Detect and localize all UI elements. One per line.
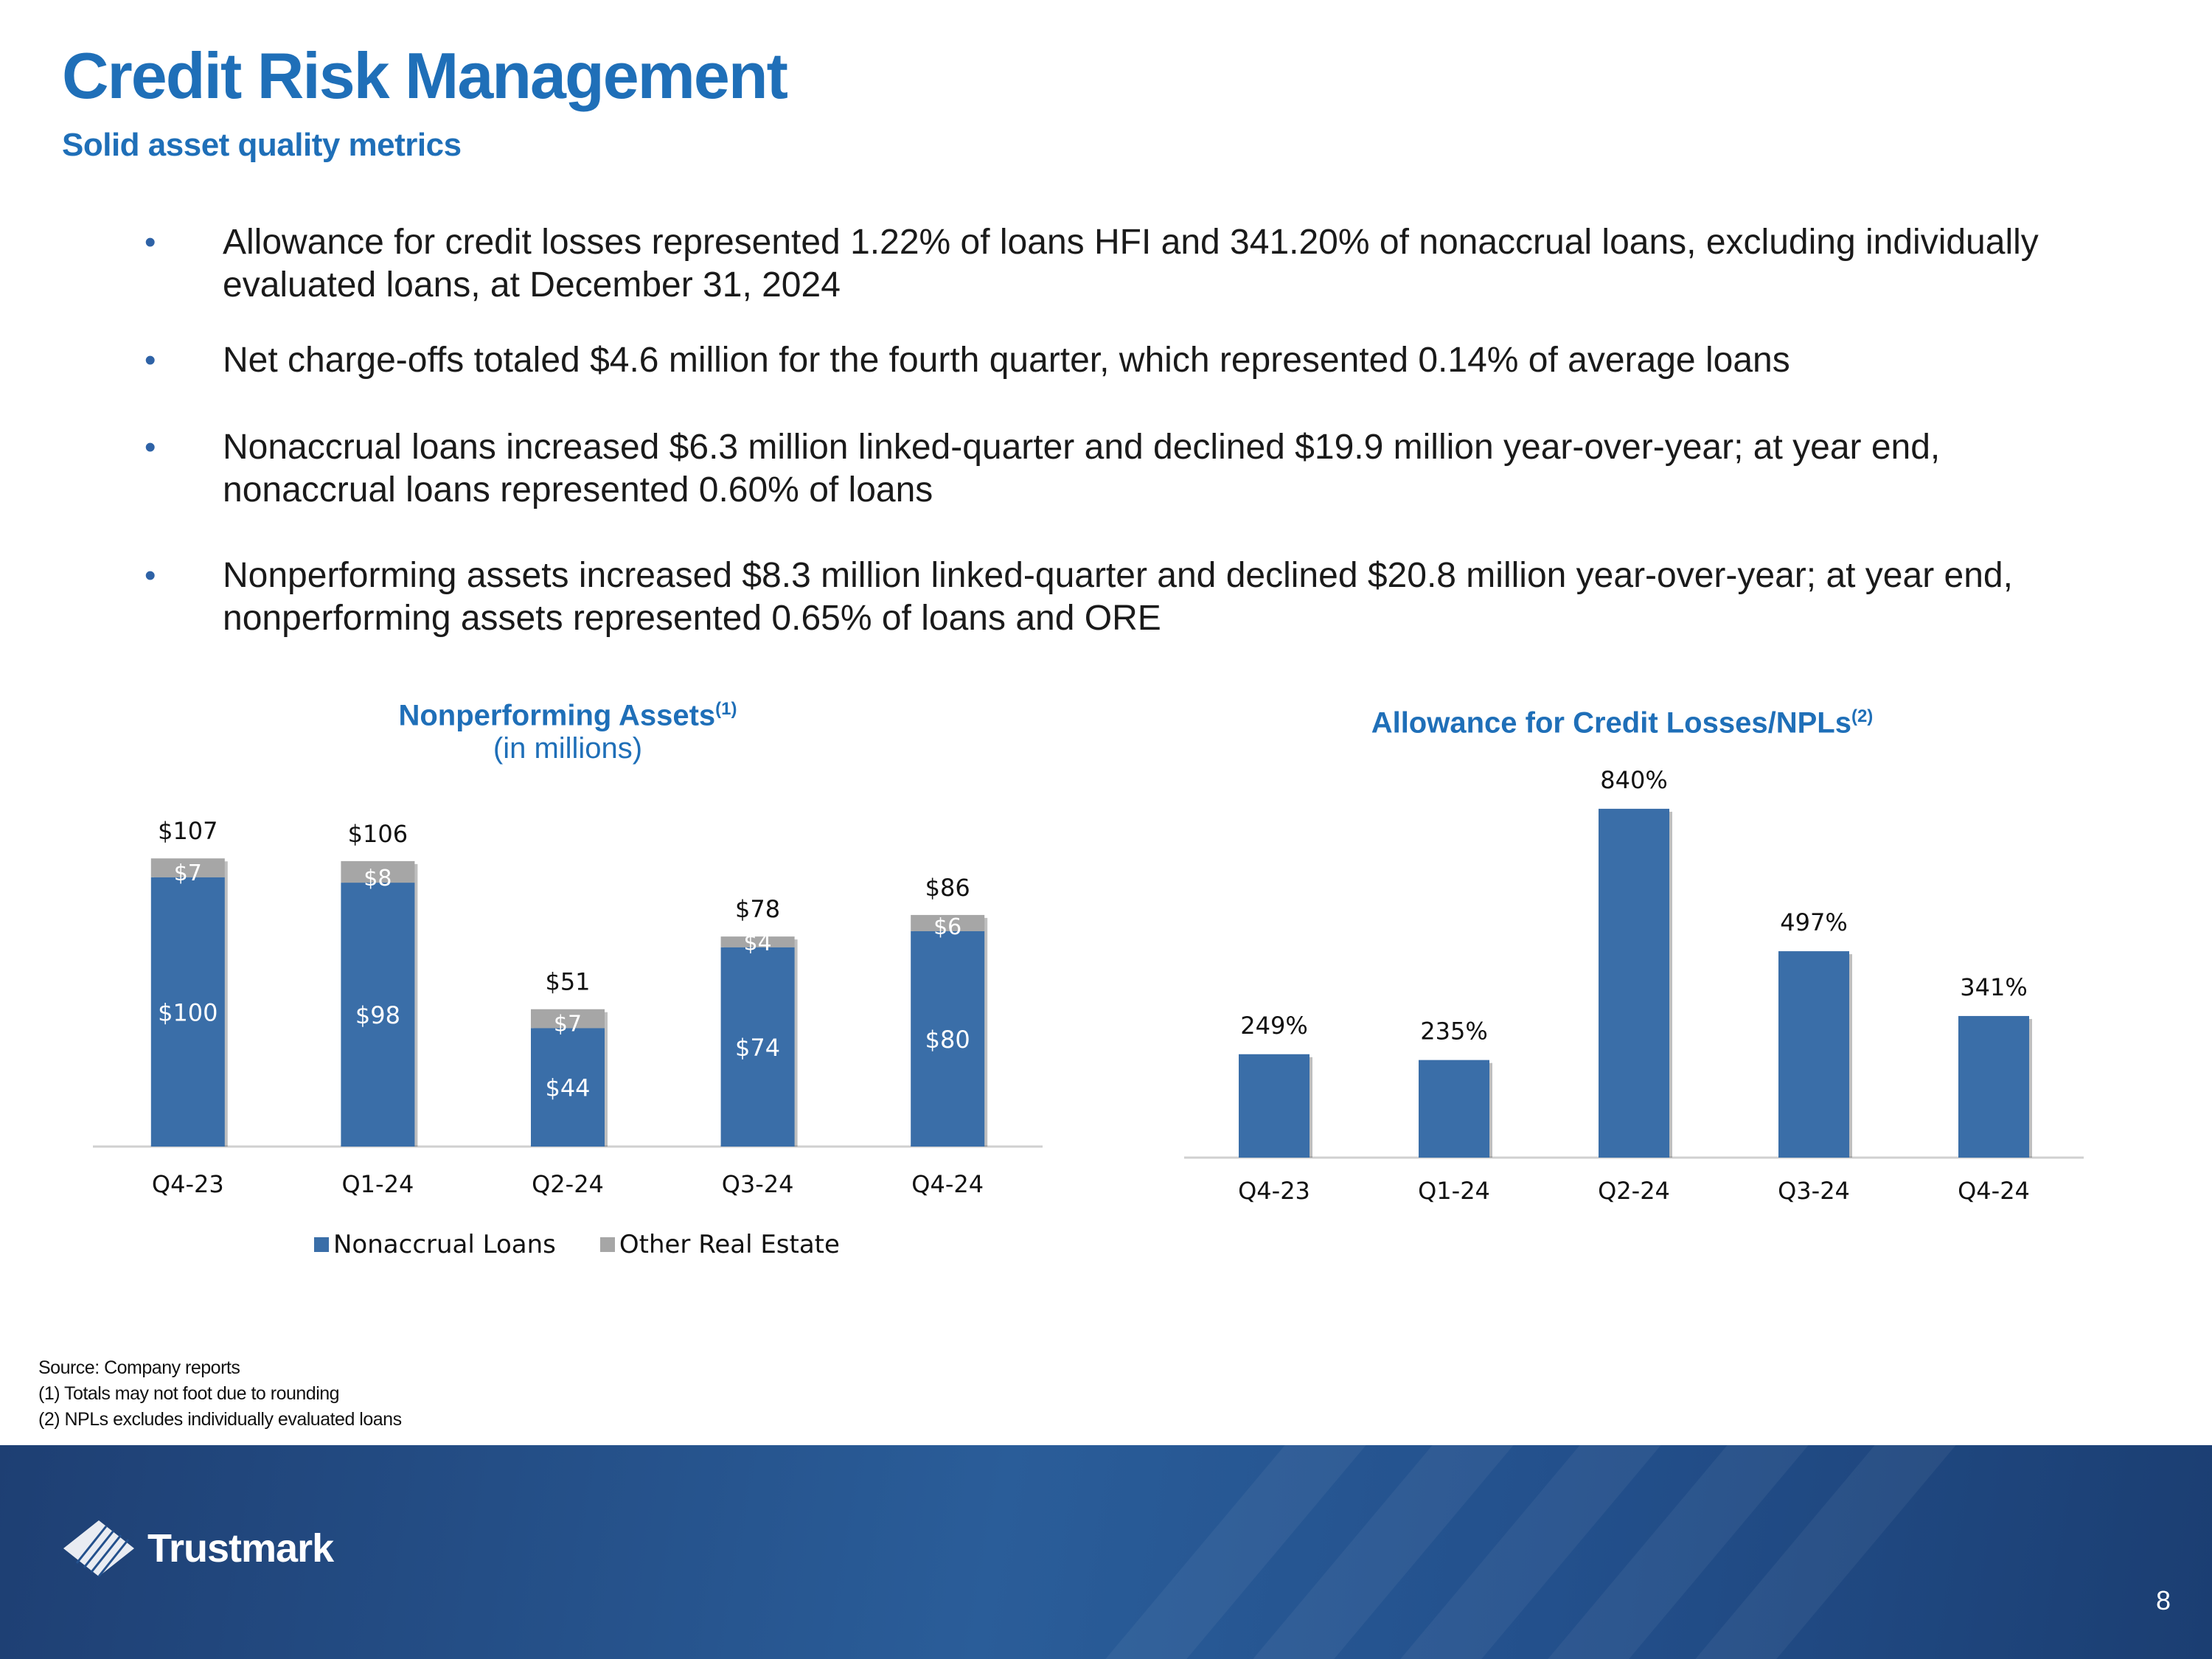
bar-allowance-ratio xyxy=(1599,808,1669,1158)
page-title: Credit Risk Management xyxy=(62,39,788,112)
page-number: 8 xyxy=(2155,1585,2171,1615)
legend-swatch-nonaccrual xyxy=(314,1237,329,1252)
footnotes: Source: Company reports (1) Totals may n… xyxy=(38,1355,402,1433)
bar-value-label: 497% xyxy=(1780,908,1847,936)
total-value-label: $78 xyxy=(735,895,780,923)
npa-chart-title-sup: (1) xyxy=(715,699,737,719)
bar-other-real-estate xyxy=(150,858,225,877)
bar-allowance-ratio xyxy=(1778,951,1849,1158)
bar-allowance-ratio xyxy=(1239,1054,1310,1158)
x-tick-label: Q4-24 xyxy=(1958,1177,2030,1205)
bar-nonaccrual xyxy=(341,883,415,1147)
ore-value-label: $6 xyxy=(933,914,961,940)
trustmark-logo-text: Trustmark xyxy=(147,1526,334,1571)
footnote-1: (1) Totals may not foot due to rounding xyxy=(38,1383,340,1404)
npa-stacked-bar-chart: $100 $7 $107 Q4-23 $98 $8 $106 Q1-24 $44 $7 $51 Q2-… xyxy=(93,817,1043,1198)
acl-chart-title: Allowance for Credit Losses/NPLs(2) xyxy=(1253,706,1991,740)
bar-value-label: 341% xyxy=(1960,973,2027,1001)
npa-chart-subtitle: (in millions) xyxy=(493,732,643,765)
ore-value-label: $4 xyxy=(744,931,772,956)
nonaccrual-value-label: $80 xyxy=(925,1026,970,1054)
x-tick-label: Q1-24 xyxy=(341,1170,414,1198)
ore-value-label: $8 xyxy=(364,866,392,891)
bar-nonaccrual xyxy=(531,1028,605,1147)
x-tick-label: Q1-24 xyxy=(1418,1177,1490,1205)
bar-nonaccrual xyxy=(911,931,985,1147)
legend-label-nonaccrual: Nonaccrual Loans xyxy=(333,1230,556,1259)
npa-chart-title: Nonperforming Assets(1) (in millions) xyxy=(310,699,826,765)
bar-allowance-ratio xyxy=(1419,1060,1489,1158)
bullet-list: Allowance for credit losses represented … xyxy=(145,221,2121,640)
x-tick-label: Q3-24 xyxy=(722,1170,794,1198)
bar-other-real-estate xyxy=(720,936,795,947)
legend-label-ore: Other Real Estate xyxy=(619,1230,840,1259)
bullet-item: Allowance for credit losses represented … xyxy=(145,221,2121,307)
total-value-label: $51 xyxy=(545,968,590,996)
x-tick-label: Q4-24 xyxy=(911,1170,984,1198)
x-tick-label: Q4-23 xyxy=(1238,1177,1310,1205)
trustmark-logo: Trustmark xyxy=(62,1519,334,1578)
x-tick-label: Q2-24 xyxy=(1598,1177,1670,1205)
bar-other-real-estate xyxy=(341,860,415,883)
nonaccrual-value-label: $100 xyxy=(158,998,218,1026)
total-value-label: $107 xyxy=(158,817,218,845)
bar-other-real-estate xyxy=(911,914,985,931)
bar-value-label: 840% xyxy=(1600,766,1667,794)
bullet-item: Nonperforming assets increased $8.3 mill… xyxy=(145,554,2121,640)
acl-chart-title-text: Allowance for Credit Losses/NPLs xyxy=(1371,706,1851,740)
npa-legend: Nonaccrual Loans Other Real Estate xyxy=(314,1230,840,1259)
nonaccrual-value-label: $44 xyxy=(545,1074,590,1102)
ore-value-label: $7 xyxy=(554,1011,582,1037)
footnote-2: (2) NPLs excludes individually evaluated… xyxy=(38,1409,402,1430)
footer-band: Trustmark 8 xyxy=(0,1445,2212,1659)
nonaccrual-value-label: $98 xyxy=(355,1001,400,1029)
bar-value-label: 235% xyxy=(1420,1018,1487,1046)
bar-other-real-estate xyxy=(531,1009,605,1029)
legend-swatch-ore xyxy=(599,1237,615,1252)
legend-item-ore: Other Real Estate xyxy=(599,1230,840,1259)
bullet-item: Nonaccrual loans increased $6.3 million … xyxy=(145,426,2121,512)
bar-value-label: 249% xyxy=(1240,1012,1307,1040)
total-value-label: $106 xyxy=(348,820,408,848)
ore-value-label: $7 xyxy=(174,860,202,886)
x-tick-label: Q3-24 xyxy=(1778,1177,1850,1205)
acl-chart-title-sup: (2) xyxy=(1851,706,1874,726)
bar-nonaccrual xyxy=(720,947,795,1147)
legend-item-nonaccrual: Nonaccrual Loans xyxy=(314,1230,556,1259)
x-tick-label: Q2-24 xyxy=(532,1170,604,1198)
bullet-item: Net charge-offs totaled $4.6 million for… xyxy=(145,339,2121,382)
bar-nonaccrual xyxy=(150,877,225,1147)
npa-chart-title-text: Nonperforming Assets xyxy=(398,699,716,732)
trustmark-logo-icon xyxy=(63,1520,134,1577)
footnote-source: Source: Company reports xyxy=(38,1357,240,1378)
acl-bar-chart: 249% Q4-23 235% Q1-24 840% Q2-24 497% Q3-24 341%… xyxy=(1184,766,2084,1205)
total-value-label: $86 xyxy=(925,874,970,902)
page-subtitle: Solid asset quality metrics xyxy=(62,127,462,163)
nonaccrual-value-label: $74 xyxy=(735,1034,780,1062)
bar-allowance-ratio xyxy=(1958,1015,2029,1158)
x-tick-label: Q4-23 xyxy=(152,1170,224,1198)
